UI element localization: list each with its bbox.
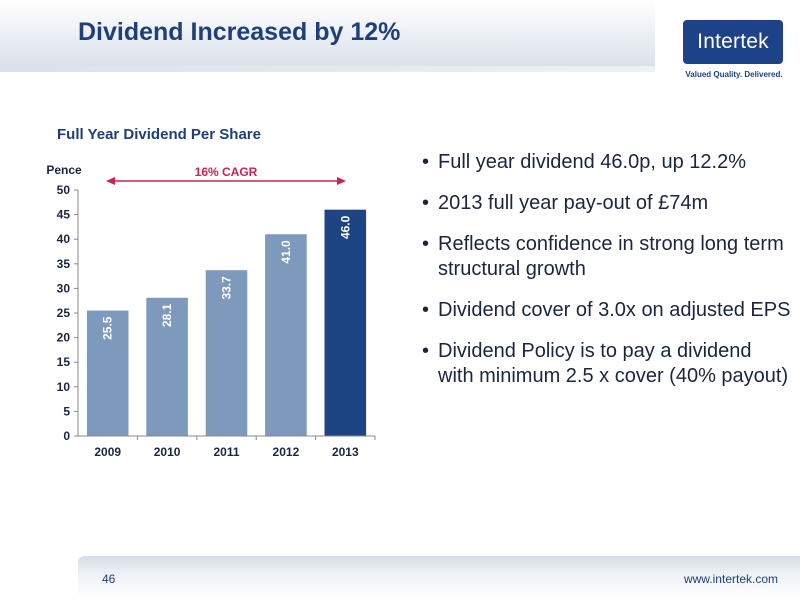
y-tick-label: 45	[57, 208, 71, 222]
bar-2009	[86, 310, 129, 436]
page-title: Dividend Increased by 12%	[78, 18, 401, 46]
x-tick-label: 2010	[154, 445, 181, 459]
bullet-item: Dividend Policy is to pay a dividend wit…	[422, 339, 792, 389]
y-tick-label: 15	[57, 355, 71, 369]
bar-value-label: 33.7	[220, 276, 234, 300]
bar-2011	[205, 270, 248, 436]
bullet-item: Reflects confidence in strong long term …	[422, 232, 792, 282]
y-tick-label: 0	[63, 429, 70, 443]
x-tick-label: 2012	[273, 445, 300, 459]
y-tick-label: 50	[57, 183, 71, 197]
cagr-annotation: 16% CAGR	[195, 165, 258, 179]
x-tick-label: 2009	[94, 445, 121, 459]
x-tick-label: 2013	[332, 445, 359, 459]
x-tick-label: 2011	[213, 445, 239, 459]
bullet-list: Full year dividend 46.0p, up 12.2% 2013 …	[422, 150, 792, 405]
bullet-item: 2013 full year pay-out of £74m	[422, 191, 792, 216]
bullet-item: Dividend cover of 3.0x on adjusted EPS	[422, 298, 792, 323]
y-tick-label: 5	[63, 404, 70, 418]
y-tick-label: 25	[57, 306, 71, 320]
bar-2013	[324, 209, 367, 436]
y-tick-label: 40	[57, 232, 71, 246]
bar-value-label: 25.5	[101, 316, 115, 340]
intertek-logo: Intertek	[683, 20, 783, 64]
dividend-bar-chart: Pence 0 5 10 15 20 25 30 35 40 45 50 25.5 28.1 33.7 41…	[46, 163, 376, 459]
logo-tagline: Valued Quality. Delivered.	[685, 70, 783, 79]
bullet-item: Full year dividend 46.0p, up 12.2%	[422, 150, 792, 175]
y-tick-label: 10	[57, 380, 71, 394]
y-axis-label: Pence	[46, 163, 82, 177]
cagr-arrow-right-head	[337, 177, 346, 185]
footer-band	[78, 556, 800, 600]
page-number: 46	[102, 572, 116, 586]
chart-title: Full Year Dividend Per Share	[57, 126, 261, 143]
bar-value-label: 41.0	[279, 240, 293, 264]
bar-2012	[265, 234, 307, 436]
logo-text: Intertek	[697, 30, 769, 53]
cagr-arrow-left-head	[106, 177, 115, 185]
bar-value-label: 46.0	[338, 215, 352, 239]
bar-2010	[146, 297, 188, 436]
y-tick-label: 30	[57, 281, 71, 295]
footer-url: www.intertek.com	[683, 572, 778, 586]
y-tick-label: 35	[57, 257, 71, 271]
bar-value-label: 28.1	[160, 303, 174, 327]
y-tick-label: 20	[57, 331, 71, 345]
